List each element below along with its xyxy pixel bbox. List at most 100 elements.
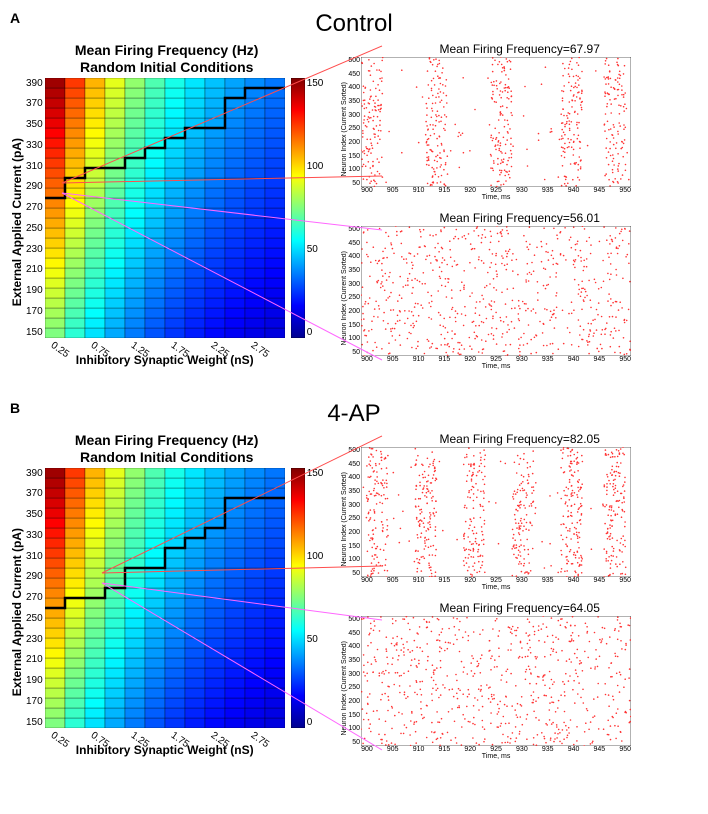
raster-xtick: 930 bbox=[516, 746, 528, 753]
panel-label: B bbox=[10, 400, 20, 416]
heatmap-xlabel: Inhibitory Synaptic Weight (nS) bbox=[45, 353, 285, 367]
ytick: 250 bbox=[26, 223, 43, 234]
raster-xtick: 925 bbox=[490, 187, 502, 194]
ytick: 150 bbox=[26, 327, 43, 338]
raster-ytick: 450 bbox=[348, 630, 360, 637]
raster-xtick: 910 bbox=[413, 577, 425, 584]
raster-block: Mean Firing Frequency=82.05Neuron Index … bbox=[341, 432, 698, 591]
raster-xtick: 915 bbox=[439, 356, 451, 363]
ytick: 350 bbox=[26, 509, 43, 520]
raster-xtick: 920 bbox=[464, 577, 476, 584]
raster-xtick: 900 bbox=[361, 356, 373, 363]
raster-xtick: 910 bbox=[413, 746, 425, 753]
ytick: 390 bbox=[26, 468, 43, 479]
heatmap-title: Mean Firing Frequency (Hz)Random Initial… bbox=[10, 42, 323, 76]
raster-ytick: 450 bbox=[348, 71, 360, 78]
raster-xtick: 905 bbox=[387, 577, 399, 584]
ytick: 330 bbox=[26, 530, 43, 541]
raster-plot bbox=[361, 57, 631, 187]
raster-xtick: 920 bbox=[464, 356, 476, 363]
ytick: 190 bbox=[26, 285, 43, 296]
raster-ytick: 300 bbox=[348, 281, 360, 288]
raster-xtick: 945 bbox=[594, 187, 606, 194]
raster-xtick: 945 bbox=[594, 746, 606, 753]
raster-ytick: 350 bbox=[348, 488, 360, 495]
raster-ytick: 50 bbox=[352, 739, 360, 746]
raster-xtick: 900 bbox=[361, 746, 373, 753]
ytick: 230 bbox=[26, 634, 43, 645]
raster-ytick: 200 bbox=[348, 308, 360, 315]
raster-xtick: 900 bbox=[361, 187, 373, 194]
raster-ytick: 100 bbox=[348, 166, 360, 173]
super-title-B: 4-AP bbox=[10, 400, 698, 428]
raster-title: Mean Firing Frequency=56.01 bbox=[341, 211, 698, 225]
raster-xtick: 925 bbox=[490, 577, 502, 584]
heatmap-xlabel: Inhibitory Synaptic Weight (nS) bbox=[45, 743, 285, 757]
raster-xtick: 935 bbox=[542, 187, 554, 194]
raster-ytick: 250 bbox=[348, 515, 360, 522]
ytick: 270 bbox=[26, 202, 43, 213]
raster-ytick: 100 bbox=[348, 556, 360, 563]
raster-xtick: 915 bbox=[439, 577, 451, 584]
raster-ytick: 150 bbox=[348, 322, 360, 329]
cb-tick: 50 bbox=[307, 244, 324, 255]
raster-ytick: 150 bbox=[348, 543, 360, 550]
raster-xtick: 925 bbox=[490, 746, 502, 753]
raster-xtick: 940 bbox=[568, 187, 580, 194]
raster-ytick: 200 bbox=[348, 139, 360, 146]
raster-xtick: 905 bbox=[387, 356, 399, 363]
heatmap-title: Mean Firing Frequency (Hz)Random Initial… bbox=[10, 432, 323, 466]
raster-xtick: 945 bbox=[594, 356, 606, 363]
raster-xtick: 950 bbox=[619, 187, 631, 194]
raster-ytick: 500 bbox=[348, 616, 360, 623]
raster-xtick: 900 bbox=[361, 577, 373, 584]
raster-ytick: 250 bbox=[348, 294, 360, 301]
raster-xtick: 930 bbox=[516, 356, 528, 363]
raster-col: Mean Firing Frequency=67.97Neuron Index … bbox=[341, 42, 698, 380]
raster-ytick: 500 bbox=[348, 447, 360, 454]
raster-ytick: 200 bbox=[348, 529, 360, 536]
raster-xlabel: Time, ms bbox=[361, 584, 631, 591]
raster-xtick: 910 bbox=[413, 187, 425, 194]
heatmap-block: Mean Firing Frequency (Hz)Random Initial… bbox=[10, 432, 323, 757]
ytick: 310 bbox=[26, 551, 43, 562]
raster-xtick: 930 bbox=[516, 577, 528, 584]
raster-ytick: 350 bbox=[348, 267, 360, 274]
raster-ytick: 250 bbox=[348, 125, 360, 132]
raster-plot bbox=[361, 447, 631, 577]
raster-xlabel: Time, ms bbox=[361, 753, 631, 760]
raster-plot bbox=[361, 616, 631, 746]
heatmap-block: Mean Firing Frequency (Hz)Random Initial… bbox=[10, 42, 323, 367]
cb-tick: 50 bbox=[307, 634, 324, 645]
cb-tick: 150 bbox=[307, 78, 324, 89]
raster-ylabel: Neuron Index (Current Sorted) bbox=[341, 82, 348, 177]
heatmap-ylabel: External Applied Current (pA) bbox=[10, 138, 24, 306]
raster-ytick: 400 bbox=[348, 84, 360, 91]
raster-block: Mean Firing Frequency=56.01 Neuron Index … bbox=[341, 211, 698, 370]
panel-B: B4-AP Mean Firing Frequency (Hz)Random In… bbox=[10, 400, 698, 770]
cb-tick: 100 bbox=[307, 551, 324, 562]
raster-ytick: 300 bbox=[348, 112, 360, 119]
ytick: 190 bbox=[26, 675, 43, 686]
raster-xtick: 950 bbox=[619, 356, 631, 363]
raster-ytick: 200 bbox=[348, 698, 360, 705]
cb-tick: 0 bbox=[307, 717, 324, 728]
raster-ytick: 400 bbox=[348, 253, 360, 260]
raster-ytick: 350 bbox=[348, 657, 360, 664]
raster-xtick: 905 bbox=[387, 746, 399, 753]
ytick: 370 bbox=[26, 98, 43, 109]
raster-ytick: 100 bbox=[348, 335, 360, 342]
raster-xtick: 915 bbox=[439, 187, 451, 194]
ytick: 210 bbox=[26, 654, 43, 665]
raster-xtick: 935 bbox=[542, 577, 554, 584]
ytick: 270 bbox=[26, 592, 43, 603]
raster-ylabel: Neuron Index (Current Sorted) bbox=[341, 251, 348, 346]
ytick: 170 bbox=[26, 306, 43, 317]
raster-title: Mean Firing Frequency=82.05 bbox=[341, 432, 698, 446]
ytick: 210 bbox=[26, 264, 43, 275]
raster-xtick: 915 bbox=[439, 746, 451, 753]
raster-ytick: 450 bbox=[348, 240, 360, 247]
raster-col: Mean Firing Frequency=82.05Neuron Index … bbox=[341, 432, 698, 770]
raster-xtick: 920 bbox=[464, 187, 476, 194]
raster-xtick: 935 bbox=[542, 746, 554, 753]
